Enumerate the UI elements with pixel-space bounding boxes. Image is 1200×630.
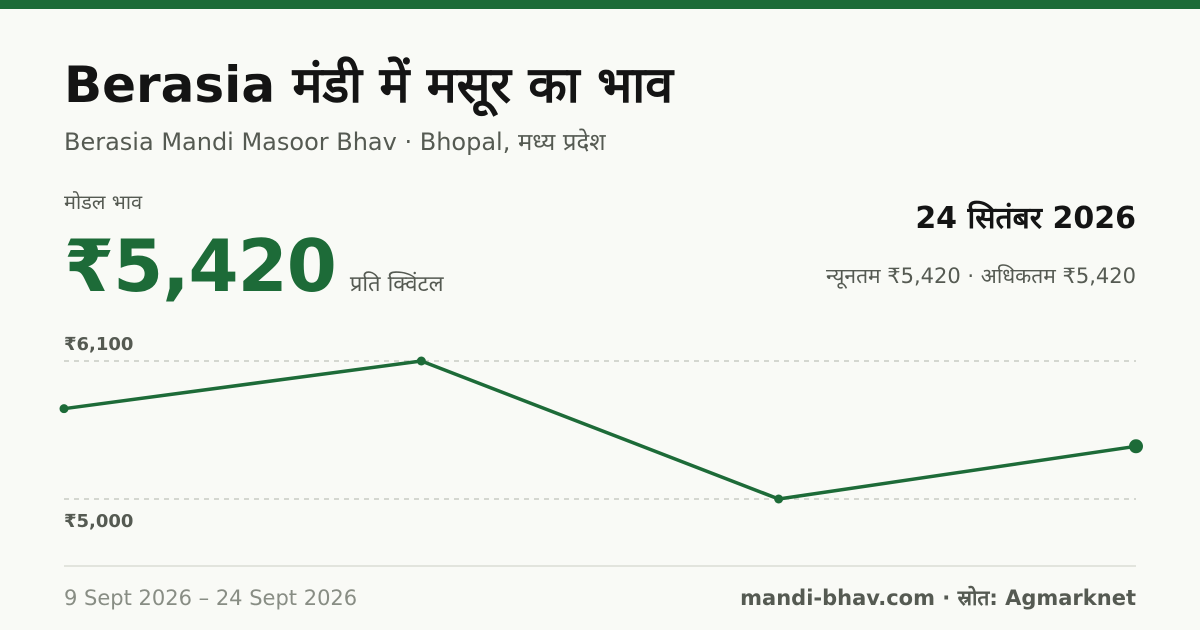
top-accent-bar (0, 0, 1200, 9)
data-point-1 (416, 356, 426, 366)
min-max-range: न्यूनतम ₹5,420 · अधिकतम ₹5,420 (826, 264, 1136, 288)
date-range: 9 Sept 2026 – 24 Sept 2026 (64, 586, 358, 610)
data-point-0 (59, 404, 69, 414)
series-line-0 (62, 359, 1138, 501)
source-credit: mandi-bhav.com · स्रोत: Agmarknet (740, 586, 1136, 610)
modal-price-row: ₹5,420 प्रति क्विंटल (64, 224, 444, 308)
price-date: 24 सितंबर 2026 (915, 201, 1136, 236)
page-subtitle: Berasia Mandi Masoor Bhav · Bhopal, मध्य… (64, 128, 606, 156)
data-point-2 (774, 494, 784, 504)
y-tick-label-1: ₹5,000 (64, 511, 133, 532)
y-tick-label-0: ₹6,100 (64, 334, 133, 355)
modal-price-label: मोडल भाव (64, 190, 143, 214)
latest-data-point (1129, 439, 1143, 454)
modal-price-value: ₹5,420 (64, 224, 337, 308)
footer-divider (64, 565, 1136, 567)
page-title: Berasia मंडी में मसूर का भाव (64, 56, 673, 114)
price-unit: प्रति क्विंटल (349, 272, 444, 297)
